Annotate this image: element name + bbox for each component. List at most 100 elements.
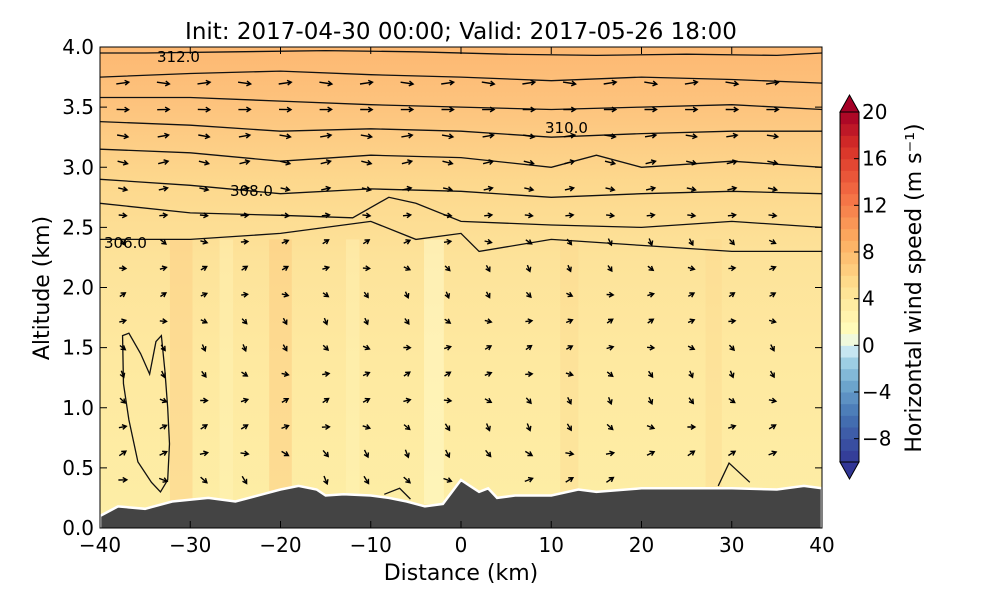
wind-arrow	[485, 264, 491, 273]
wind-arrow	[525, 371, 534, 378]
wind-arrow	[281, 265, 290, 272]
wind-arrow	[606, 212, 616, 219]
wind-arrow	[239, 185, 251, 192]
wind-arrow	[645, 185, 657, 192]
wind-arrow	[644, 132, 658, 139]
wind-arrow	[363, 449, 370, 459]
colorbar-tick-label: 12	[862, 193, 887, 217]
wind-arrow	[239, 159, 251, 165]
colorbar-segment	[840, 357, 859, 370]
wind-arrow	[119, 265, 128, 272]
wind-arrow	[688, 370, 694, 379]
theta-contour	[384, 487, 411, 500]
wind-arrow	[524, 476, 534, 483]
wind-arrow	[403, 291, 410, 299]
y-tick-label: 3.5	[62, 95, 94, 119]
wind-arrow	[116, 106, 130, 113]
wind-arrow	[321, 185, 332, 192]
wind-arrow	[768, 450, 778, 457]
wind-arrow	[607, 238, 613, 247]
contour-label-306: 306.0	[104, 234, 147, 252]
wind-arrow	[362, 344, 371, 351]
wind-arrow	[523, 133, 536, 140]
wind-arrow	[119, 292, 127, 298]
wind-arrow	[361, 186, 372, 192]
y-axis-label: Altitude (km)	[30, 216, 55, 360]
wind-arrow	[280, 186, 291, 192]
wind-streak	[169, 239, 193, 504]
wind-streak	[560, 239, 579, 504]
wind-arrow	[685, 106, 699, 113]
wind-arrow	[646, 450, 656, 456]
plot-area	[100, 47, 822, 528]
wind-arrow	[525, 291, 532, 299]
colorbar-segment	[840, 322, 859, 335]
wind-arrow	[240, 397, 250, 404]
wind-arrow	[403, 397, 412, 404]
wind-arrow	[485, 423, 491, 432]
wind-arrow	[647, 318, 655, 324]
wind-arrow	[362, 371, 371, 377]
wind-arrow	[523, 159, 535, 166]
wind-arrow	[118, 424, 128, 430]
wind-arrow	[564, 159, 576, 165]
wind-arrow	[443, 397, 453, 404]
wind-arrow	[441, 106, 455, 113]
terrain	[100, 478, 822, 528]
wind-arrow	[481, 80, 496, 87]
wind-arrow	[159, 424, 168, 430]
wind-arrow	[200, 397, 209, 404]
colorbar-segment	[840, 275, 859, 288]
wind-arrow	[484, 397, 493, 404]
wind-arrow	[687, 292, 696, 298]
wind-arrow	[322, 317, 329, 326]
colorbar-segment	[840, 380, 859, 393]
wind-arrow	[320, 132, 333, 139]
wind-arrow	[768, 318, 777, 324]
wind-arrow	[238, 80, 253, 87]
wind-arrow	[320, 159, 332, 165]
x-tick-label: 10	[539, 533, 564, 557]
wind-arrow	[281, 291, 290, 298]
colorbar-segment	[840, 263, 859, 276]
wind-arrow	[686, 186, 697, 192]
wind-arrow	[118, 450, 128, 457]
wind-arrow	[159, 450, 168, 456]
wind-arrow	[282, 344, 288, 352]
wind-arrow	[688, 397, 695, 405]
wind-arrow	[686, 159, 698, 166]
colorbar-segment	[840, 112, 859, 125]
theta-contour	[100, 220, 822, 253]
wind-arrow	[768, 212, 778, 219]
wind-arrow	[199, 212, 209, 219]
wind-arrow	[279, 159, 292, 166]
wind-arrow	[443, 344, 452, 351]
colorbar-segment	[840, 252, 859, 265]
wind-arrow	[565, 450, 575, 457]
wind-arrow	[647, 397, 654, 406]
wind-arrow	[281, 424, 290, 430]
wind-arrow	[484, 345, 493, 351]
wind-arrow	[565, 476, 575, 483]
wind-arrow	[363, 317, 369, 326]
wind-arrow	[119, 370, 126, 379]
wind-arrow	[240, 450, 250, 457]
wind-arrow	[524, 212, 534, 219]
wind-streak	[345, 239, 360, 504]
theta-contour	[100, 148, 822, 168]
wind-arrow	[156, 80, 171, 87]
contour-labels: 312.0 310.0 308.0 306.0	[104, 48, 588, 252]
wind-arrow	[159, 239, 167, 245]
wind-arrow	[482, 159, 495, 165]
wind-arrow	[564, 185, 576, 192]
wind-arrow	[525, 423, 532, 432]
colorbar-segment	[840, 135, 859, 148]
wind-arrow	[362, 424, 372, 430]
colorbar-ticks: 20 16 12 8 4 0 −4 −8	[854, 100, 891, 451]
wind-arrow	[158, 185, 169, 192]
colorbar-segment	[840, 228, 859, 241]
wind-arrow	[688, 238, 694, 247]
wind-arrow	[483, 185, 494, 192]
wind-arrow	[322, 265, 331, 272]
wind-arrow	[687, 344, 696, 351]
